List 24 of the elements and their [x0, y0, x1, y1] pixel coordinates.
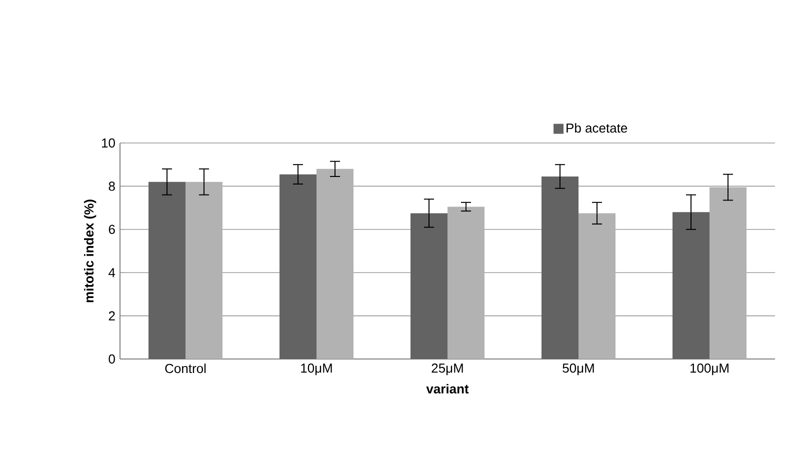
x-tick-label: Control — [165, 364, 206, 374]
y-tick-label: 4 — [108, 268, 116, 278]
x-tick-label: 25μM — [432, 364, 463, 376]
bar — [186, 182, 223, 359]
bar — [710, 187, 747, 359]
y-tick-label: 10 — [102, 138, 115, 148]
x-tick-label: 50μM — [562, 364, 594, 376]
y-tick-label: 2 — [108, 311, 115, 320]
y-axis-title: mitotic index (%) — [84, 200, 96, 302]
bar — [316, 168, 354, 359]
x-tick-label: 100μM — [690, 364, 728, 376]
bar — [410, 213, 448, 359]
bar — [542, 176, 579, 359]
bar — [280, 174, 317, 359]
legend-label: Pb acetate — [566, 123, 628, 133]
x-axis-title: variant — [426, 384, 469, 394]
bar — [148, 182, 186, 359]
bar — [578, 213, 616, 359]
x-tick-label: 10μM — [301, 364, 332, 376]
y-tick-label: 0 — [108, 354, 115, 364]
bar — [672, 212, 710, 359]
y-tick-label: 6 — [108, 224, 115, 234]
y-tick-label: 8 — [108, 182, 115, 191]
bar — [448, 206, 485, 359]
